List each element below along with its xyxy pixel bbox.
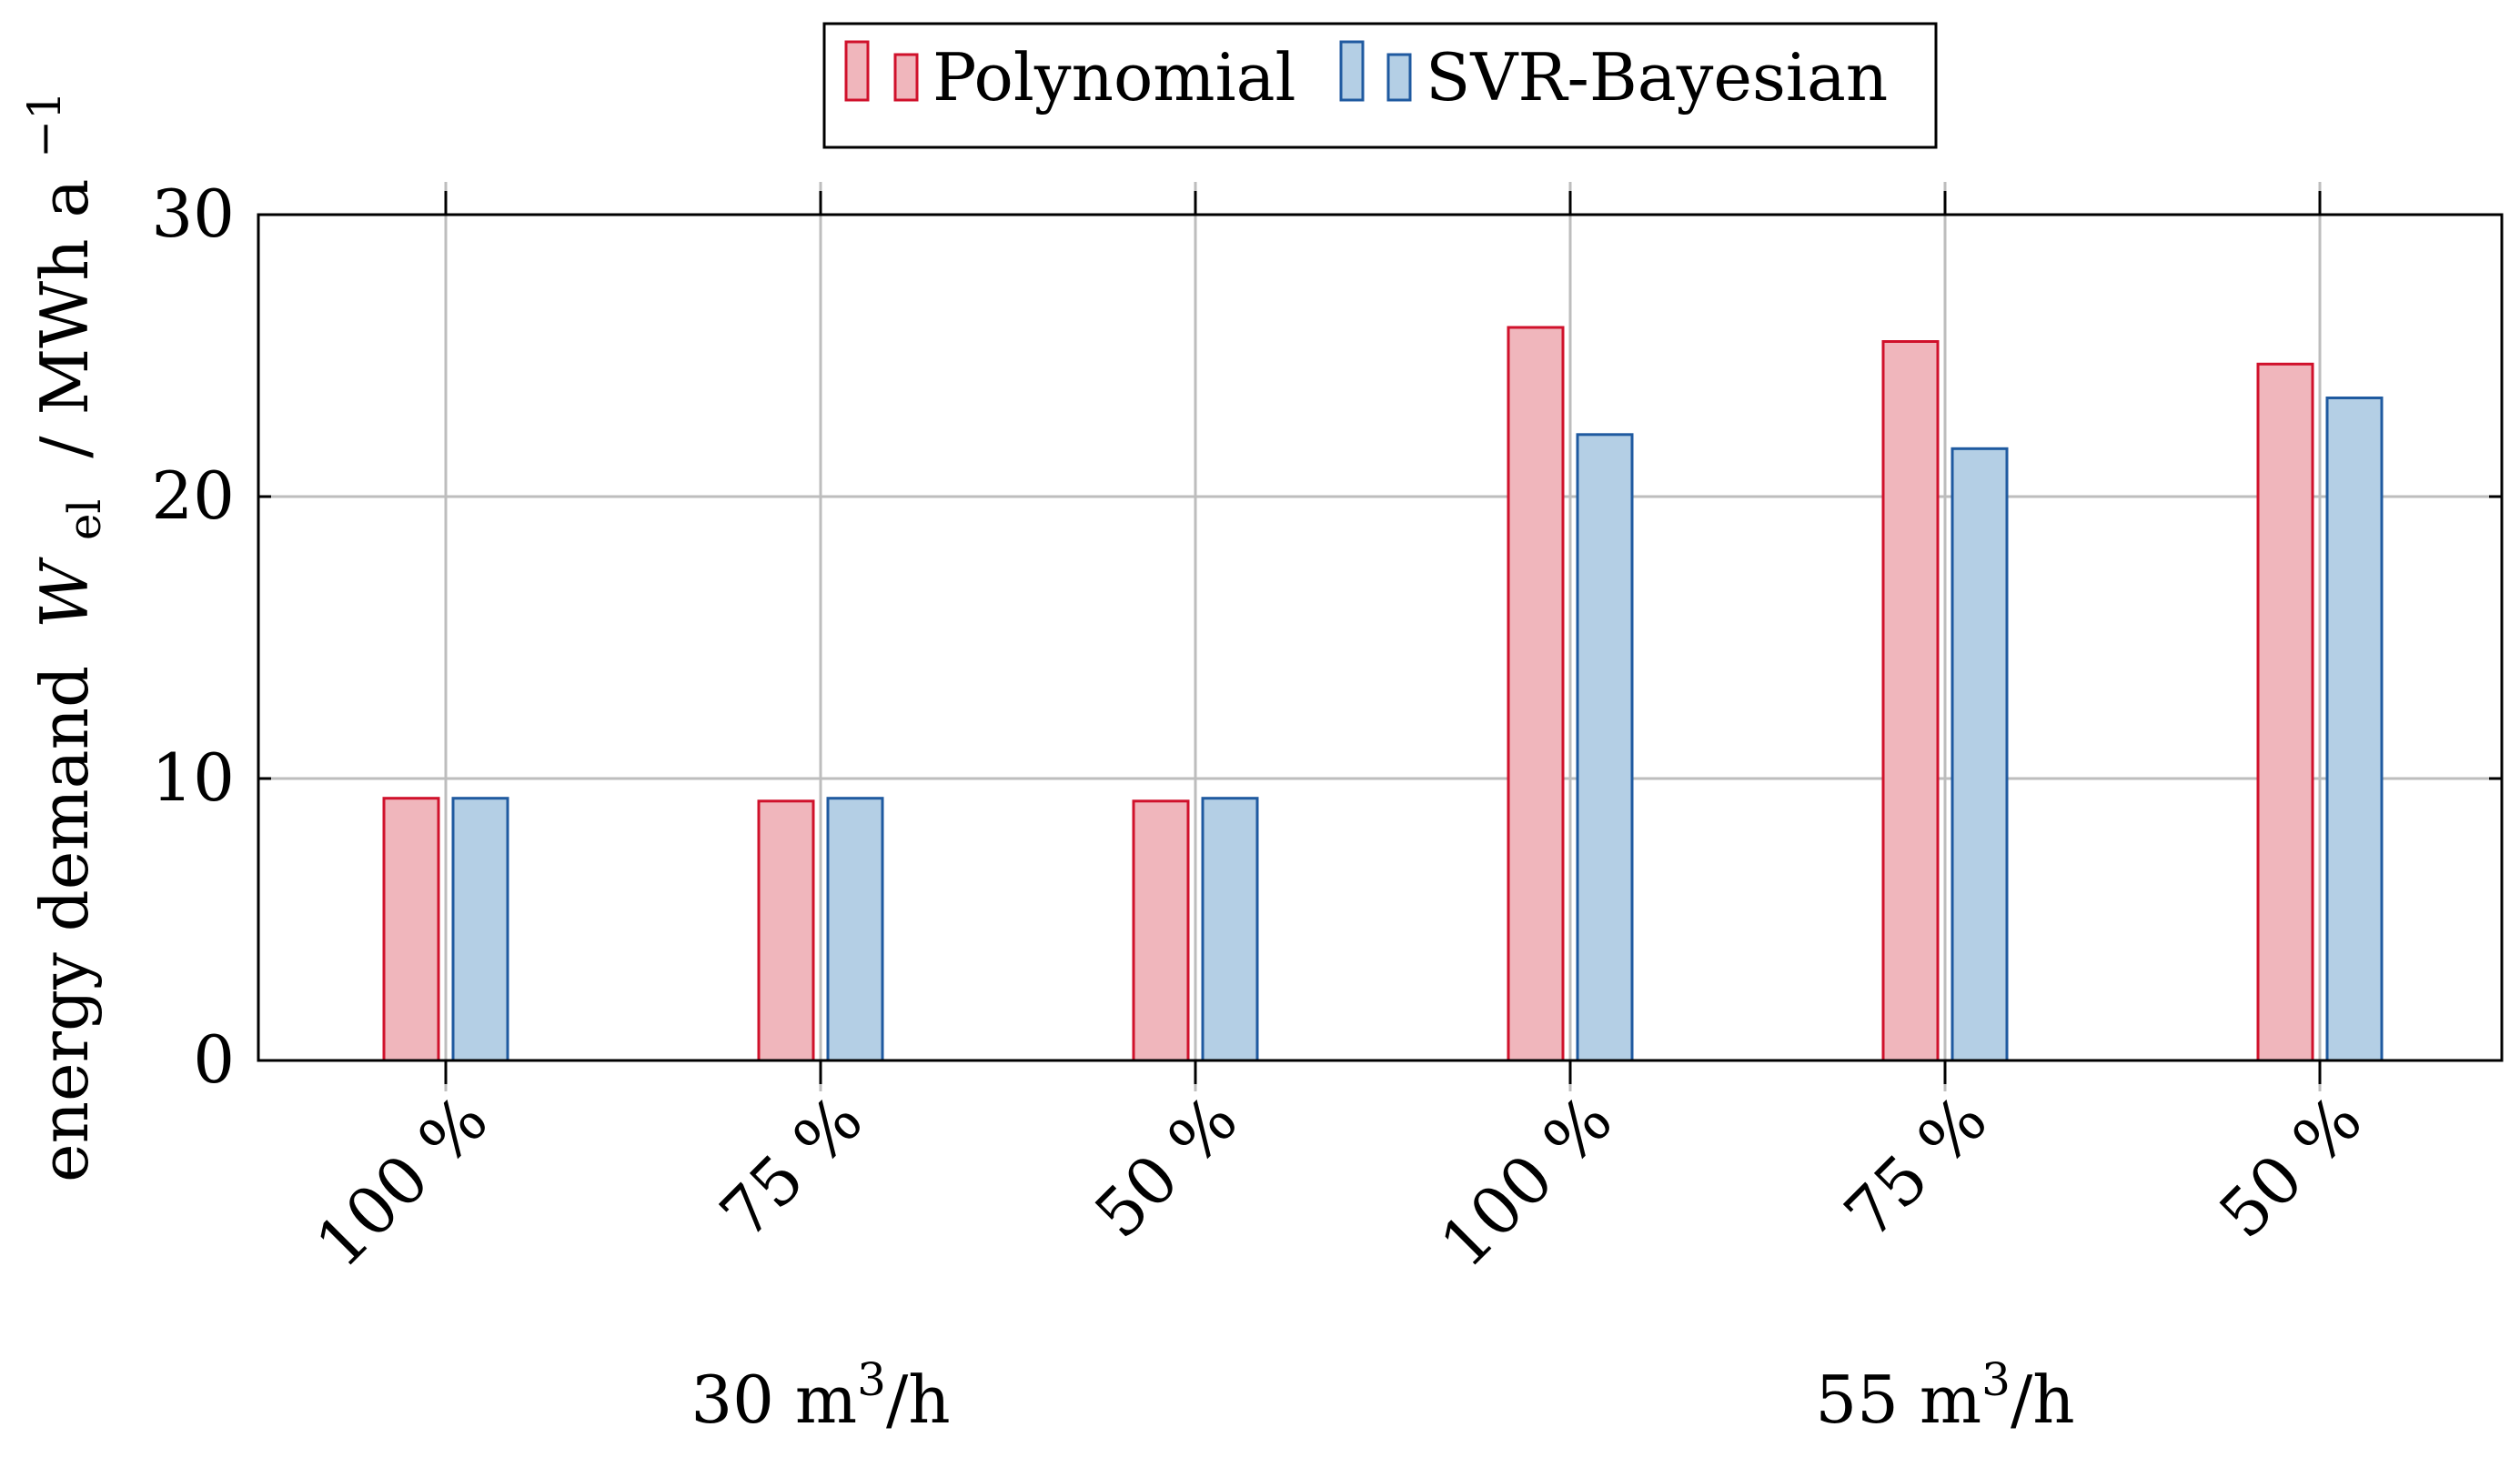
legend-swatch-polynomial-b	[893, 53, 919, 102]
group-label: 55 m3/h	[1815, 1353, 2074, 1438]
y-tick-label: 20	[151, 457, 235, 534]
y-axis-label: energy demand W el / MWh a −1	[18, 91, 116, 1182]
plot-frame	[257, 213, 2504, 1062]
group-label-tail: /h	[2011, 1362, 2075, 1438]
bar-polynomial	[757, 799, 815, 1062]
bar-svr-bayesian	[1576, 433, 1634, 1062]
legend: Polynomial SVR-Bayesian	[822, 22, 1938, 149]
legend-label-polynomial: Polynomial	[932, 39, 1296, 116]
x-tick-label: 75 %	[705, 1081, 877, 1253]
bar-svr-bayesian	[1201, 797, 1259, 1062]
bar-polynomial	[1507, 326, 1565, 1062]
bar-svr-bayesian	[1950, 447, 2009, 1062]
y-tick-label: 10	[151, 739, 235, 816]
grid	[258, 182, 2502, 1091]
y-axis-label-symbol: W	[26, 557, 103, 628]
y-axis-label-unit: / MWh a	[26, 179, 103, 458]
x-tick-label: 75 %	[1830, 1081, 2001, 1253]
x-tick-label: 100 %	[301, 1081, 502, 1282]
legend-label-svr-bayesian: SVR-Bayesian	[1426, 39, 1888, 116]
group-labels: 30 m3/h 55 m3/h	[690, 1353, 2074, 1438]
bar-svr-bayesian	[2325, 397, 2384, 1062]
legend-box	[822, 22, 1938, 149]
y-tick-label: 0	[193, 1021, 235, 1098]
bar-svr-bayesian	[451, 797, 509, 1062]
legend-swatch-svr-b	[1386, 53, 1412, 102]
legend-swatch-polynomial-a	[844, 40, 870, 102]
x-tick-label: 100 %	[1426, 1081, 1627, 1282]
bar-polynomial	[382, 797, 440, 1062]
group-label-tail: /h	[886, 1362, 951, 1438]
legend-swatch-svr-a	[1339, 40, 1365, 102]
y-tick-label: 30	[151, 176, 235, 252]
bar-polynomial	[1132, 799, 1190, 1062]
y-tick-labels: 0 10 20 30	[151, 176, 235, 1098]
x-tick-labels: 100 % 75 % 50 % 100 % 75 % 50 %	[301, 1081, 2376, 1282]
group-label: 30 m3/h	[690, 1353, 950, 1438]
y-axis-label-text: energy demand	[26, 666, 103, 1182]
ticks	[258, 191, 2502, 1084]
bar-polynomial	[2256, 362, 2314, 1062]
y-axis-label-subscript: el	[58, 499, 111, 541]
group-label-sup: 3	[1981, 1353, 2011, 1406]
group-label-base: 30 m	[690, 1362, 857, 1438]
group-label-base: 55 m	[1815, 1362, 1981, 1438]
group-label-sup: 3	[857, 1353, 886, 1406]
bar-svr-bayesian	[826, 797, 884, 1062]
x-tick-label: 50 %	[2204, 1081, 2376, 1253]
bar-polynomial	[1881, 340, 1940, 1062]
bars	[382, 326, 2384, 1062]
y-axis-label-unit-superscript: −1	[18, 91, 71, 158]
x-tick-label: 50 %	[1080, 1081, 1252, 1253]
